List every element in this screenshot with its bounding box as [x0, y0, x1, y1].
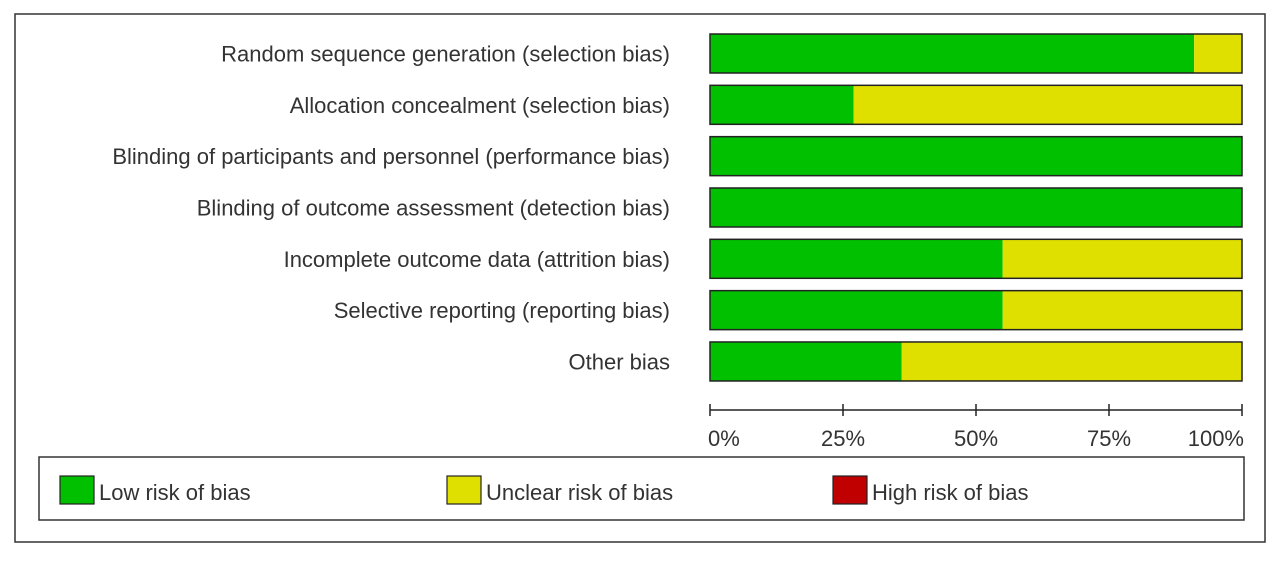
- bar-segment: [853, 85, 1242, 125]
- x-tick-label: 75%: [1087, 426, 1131, 451]
- legend: Low risk of bias Unclear risk of bias High…: [38, 456, 1245, 521]
- category-label: Random sequence generation (selection bi…: [221, 42, 670, 67]
- category-label: Allocation concealment (selection bias): [290, 93, 670, 118]
- bar-outline: [709, 135, 1243, 177]
- bar-segment: [710, 85, 854, 125]
- category-labels: Random sequence generation (selection bi…: [112, 42, 670, 375]
- category-label: Other bias: [569, 349, 671, 374]
- category-label: Selective reporting (reporting bias): [334, 298, 670, 323]
- bar-segment: [710, 341, 902, 381]
- legend-label: Unclear risk of bias: [486, 480, 673, 505]
- bar-segment: [1002, 290, 1242, 330]
- legend-swatch: [59, 475, 95, 505]
- bar-outline: [709, 33, 1243, 74]
- bar-segment: [710, 290, 1003, 330]
- legend-frame: [38, 456, 1245, 521]
- bar-outline: [709, 289, 1243, 331]
- bar-outline: [709, 84, 1243, 126]
- bar-segment: [901, 341, 1242, 381]
- bar-segment: [1002, 239, 1242, 279]
- bar-outline: [709, 238, 1243, 280]
- bar-segment: [710, 187, 1242, 227]
- legend-swatch: [446, 475, 482, 505]
- category-label: Blinding of participants and personnel (…: [112, 144, 670, 169]
- bar-outline: [709, 341, 1243, 382]
- bar-segment: [710, 239, 1003, 279]
- x-tick-label: 0%: [708, 426, 740, 451]
- x-tick-label: 50%: [954, 426, 998, 451]
- bar-segment: [1194, 34, 1242, 73]
- bar-segment: [710, 34, 1195, 73]
- legend-swatch: [832, 475, 868, 505]
- bar-outline: [709, 187, 1243, 228]
- bar-segment: [710, 136, 1242, 176]
- outer-frame: [14, 13, 1266, 543]
- x-tick-label: 100%: [1188, 426, 1244, 451]
- x-axis: 0% 25% 50% 75% 100%: [708, 404, 1244, 451]
- x-tick-label: 25%: [821, 426, 865, 451]
- legend-label: Low risk of bias: [99, 480, 251, 505]
- legend-label: High risk of bias: [872, 480, 1029, 505]
- category-label: Blinding of outcome assessment (detectio…: [197, 195, 670, 220]
- category-label: Incomplete outcome data (attrition bias): [284, 247, 670, 272]
- bars: [709, 33, 1243, 382]
